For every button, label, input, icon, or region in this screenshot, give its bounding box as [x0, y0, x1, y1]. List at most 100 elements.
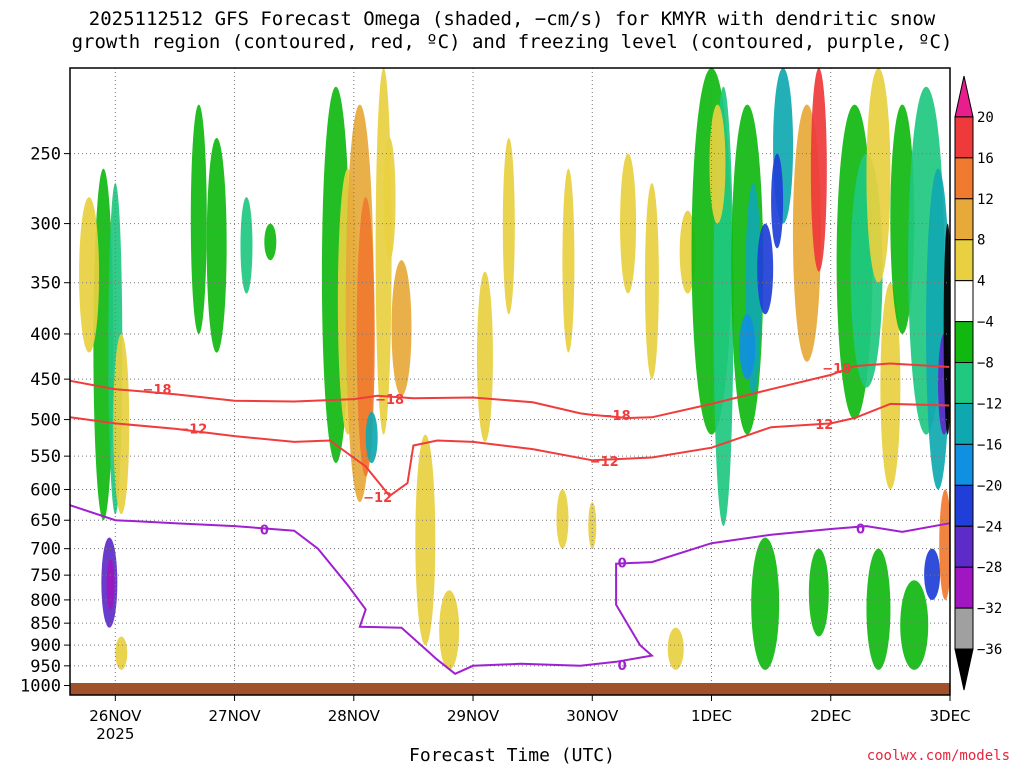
omega-cell — [866, 548, 891, 670]
omega-cell — [751, 537, 780, 670]
omega-cell — [739, 314, 756, 380]
colorbar-segment — [954, 198, 974, 241]
x-tick-label: 29NOV — [447, 707, 500, 725]
x-tick-label: 30NOV — [566, 707, 619, 725]
x-tick-label: 28NOV — [328, 707, 381, 725]
colorbar-segment — [954, 402, 974, 445]
omega-cell — [391, 260, 412, 396]
omega-cell — [415, 434, 436, 646]
y-tick-label: 400 — [30, 325, 61, 345]
colorbar-label: −32 — [977, 601, 1002, 617]
chart-title-line1: 2025112512 GFS Forecast Omega (shaded, −… — [88, 8, 936, 30]
y-tick-label: 600 — [30, 481, 61, 501]
colorbar-segment — [954, 484, 974, 527]
colorbar-segment — [954, 525, 974, 568]
colorbar-label: 20 — [977, 110, 994, 126]
colorbar-segment — [954, 239, 974, 282]
omega-cell — [365, 411, 378, 464]
omega-cell — [866, 68, 891, 283]
omega-cell — [115, 636, 128, 670]
contour-label: −12 — [804, 418, 833, 433]
colorbar-label: 4 — [977, 274, 985, 290]
omega-cell — [476, 271, 493, 442]
omega-cell — [562, 168, 575, 353]
contour-label: 0 — [260, 524, 269, 539]
y-tick-label: 700 — [30, 540, 61, 560]
y-tick-label: 800 — [30, 591, 61, 611]
colorbar-segment — [954, 280, 974, 323]
contour-label: −18 — [143, 383, 172, 398]
colorbar-segment — [954, 321, 974, 364]
colorbar-segment — [954, 648, 974, 691]
colorbar-segment — [954, 566, 974, 609]
contour-label: −12 — [178, 423, 207, 438]
omega-cell — [190, 104, 207, 334]
omega-shading — [79, 68, 950, 670]
y-tick-label: 500 — [30, 411, 61, 431]
colorbar-label: −20 — [977, 478, 1002, 494]
colorbar-segment — [954, 443, 974, 486]
y-tick-label: 900 — [30, 636, 61, 656]
contour-label: 0 — [618, 557, 627, 572]
colorbar-segment — [954, 362, 974, 404]
omega-cell — [644, 183, 659, 380]
omega-cell — [383, 137, 396, 261]
y-tick-label: 750 — [30, 566, 61, 586]
omega-cell — [264, 223, 277, 261]
colorbar-label: 8 — [977, 233, 985, 249]
contour-label: −18 — [375, 393, 404, 408]
colorbar-label: −36 — [977, 642, 1002, 658]
omega-cell — [810, 68, 827, 272]
omega-cell — [924, 548, 941, 600]
y-tick-label: 350 — [30, 274, 61, 294]
omega-cell — [939, 489, 950, 600]
contour-layer: −18 −18 −18 −18 −12 −12 −12 −12 0 0 0 0 — [69, 362, 951, 675]
terrain-ground — [70, 683, 950, 695]
omega-cell — [439, 590, 460, 670]
colorbar-label: −16 — [977, 437, 1002, 453]
colorbar-label: −24 — [977, 519, 1002, 535]
colorbar-segment — [954, 607, 974, 650]
colorbar-label: −8 — [977, 356, 994, 372]
omega-cell — [79, 197, 100, 353]
contour-label: −12 — [590, 455, 619, 470]
colorbar-label: −12 — [977, 396, 1002, 412]
contour-label: −12 — [363, 491, 392, 506]
contour-line — [69, 504, 951, 675]
colorbar-label: 12 — [977, 192, 994, 208]
y-tick-label: 300 — [30, 215, 61, 235]
omega-cell — [667, 627, 684, 670]
x-tick-label: 2DEC — [810, 707, 851, 725]
contour-label: −18 — [602, 409, 631, 424]
contour-label: 0 — [618, 659, 627, 674]
contour-line — [69, 402, 951, 498]
omega-cell — [808, 548, 829, 637]
colorbar-label: −28 — [977, 560, 1002, 576]
omega-cell — [502, 137, 515, 315]
y-tick-label: 950 — [30, 657, 61, 677]
omega-cell — [771, 153, 784, 249]
contour-label: 0 — [856, 522, 865, 537]
contour-line — [69, 362, 951, 420]
colorbar-segment — [954, 116, 974, 159]
y-tick-label: 550 — [30, 447, 61, 467]
omega-cell — [588, 502, 597, 549]
plot-frame — [69, 67, 951, 696]
y-axis: 2503003504004505005506006507007508008509… — [20, 145, 70, 697]
omega-cell — [757, 223, 774, 315]
y-tick-label: 450 — [30, 370, 61, 390]
chart-title-line2: growth region (contoured, red, ºC) and f… — [71, 31, 953, 53]
omega-cell — [240, 197, 253, 294]
omega-cell — [106, 559, 115, 610]
y-tick-label: 650 — [30, 511, 61, 531]
y-tick-label: 1000 — [20, 677, 61, 697]
omega-cell — [900, 580, 929, 670]
x-axis-title: Forecast Time (UTC) — [409, 745, 615, 766]
colorbar-segment — [954, 157, 974, 200]
colorbar-label: −4 — [977, 315, 994, 331]
site-credit: coolwx.com/models — [866, 748, 1010, 764]
chart-grid — [70, 68, 951, 695]
colorbar-segment — [954, 75, 974, 118]
y-tick-label: 250 — [30, 145, 61, 165]
